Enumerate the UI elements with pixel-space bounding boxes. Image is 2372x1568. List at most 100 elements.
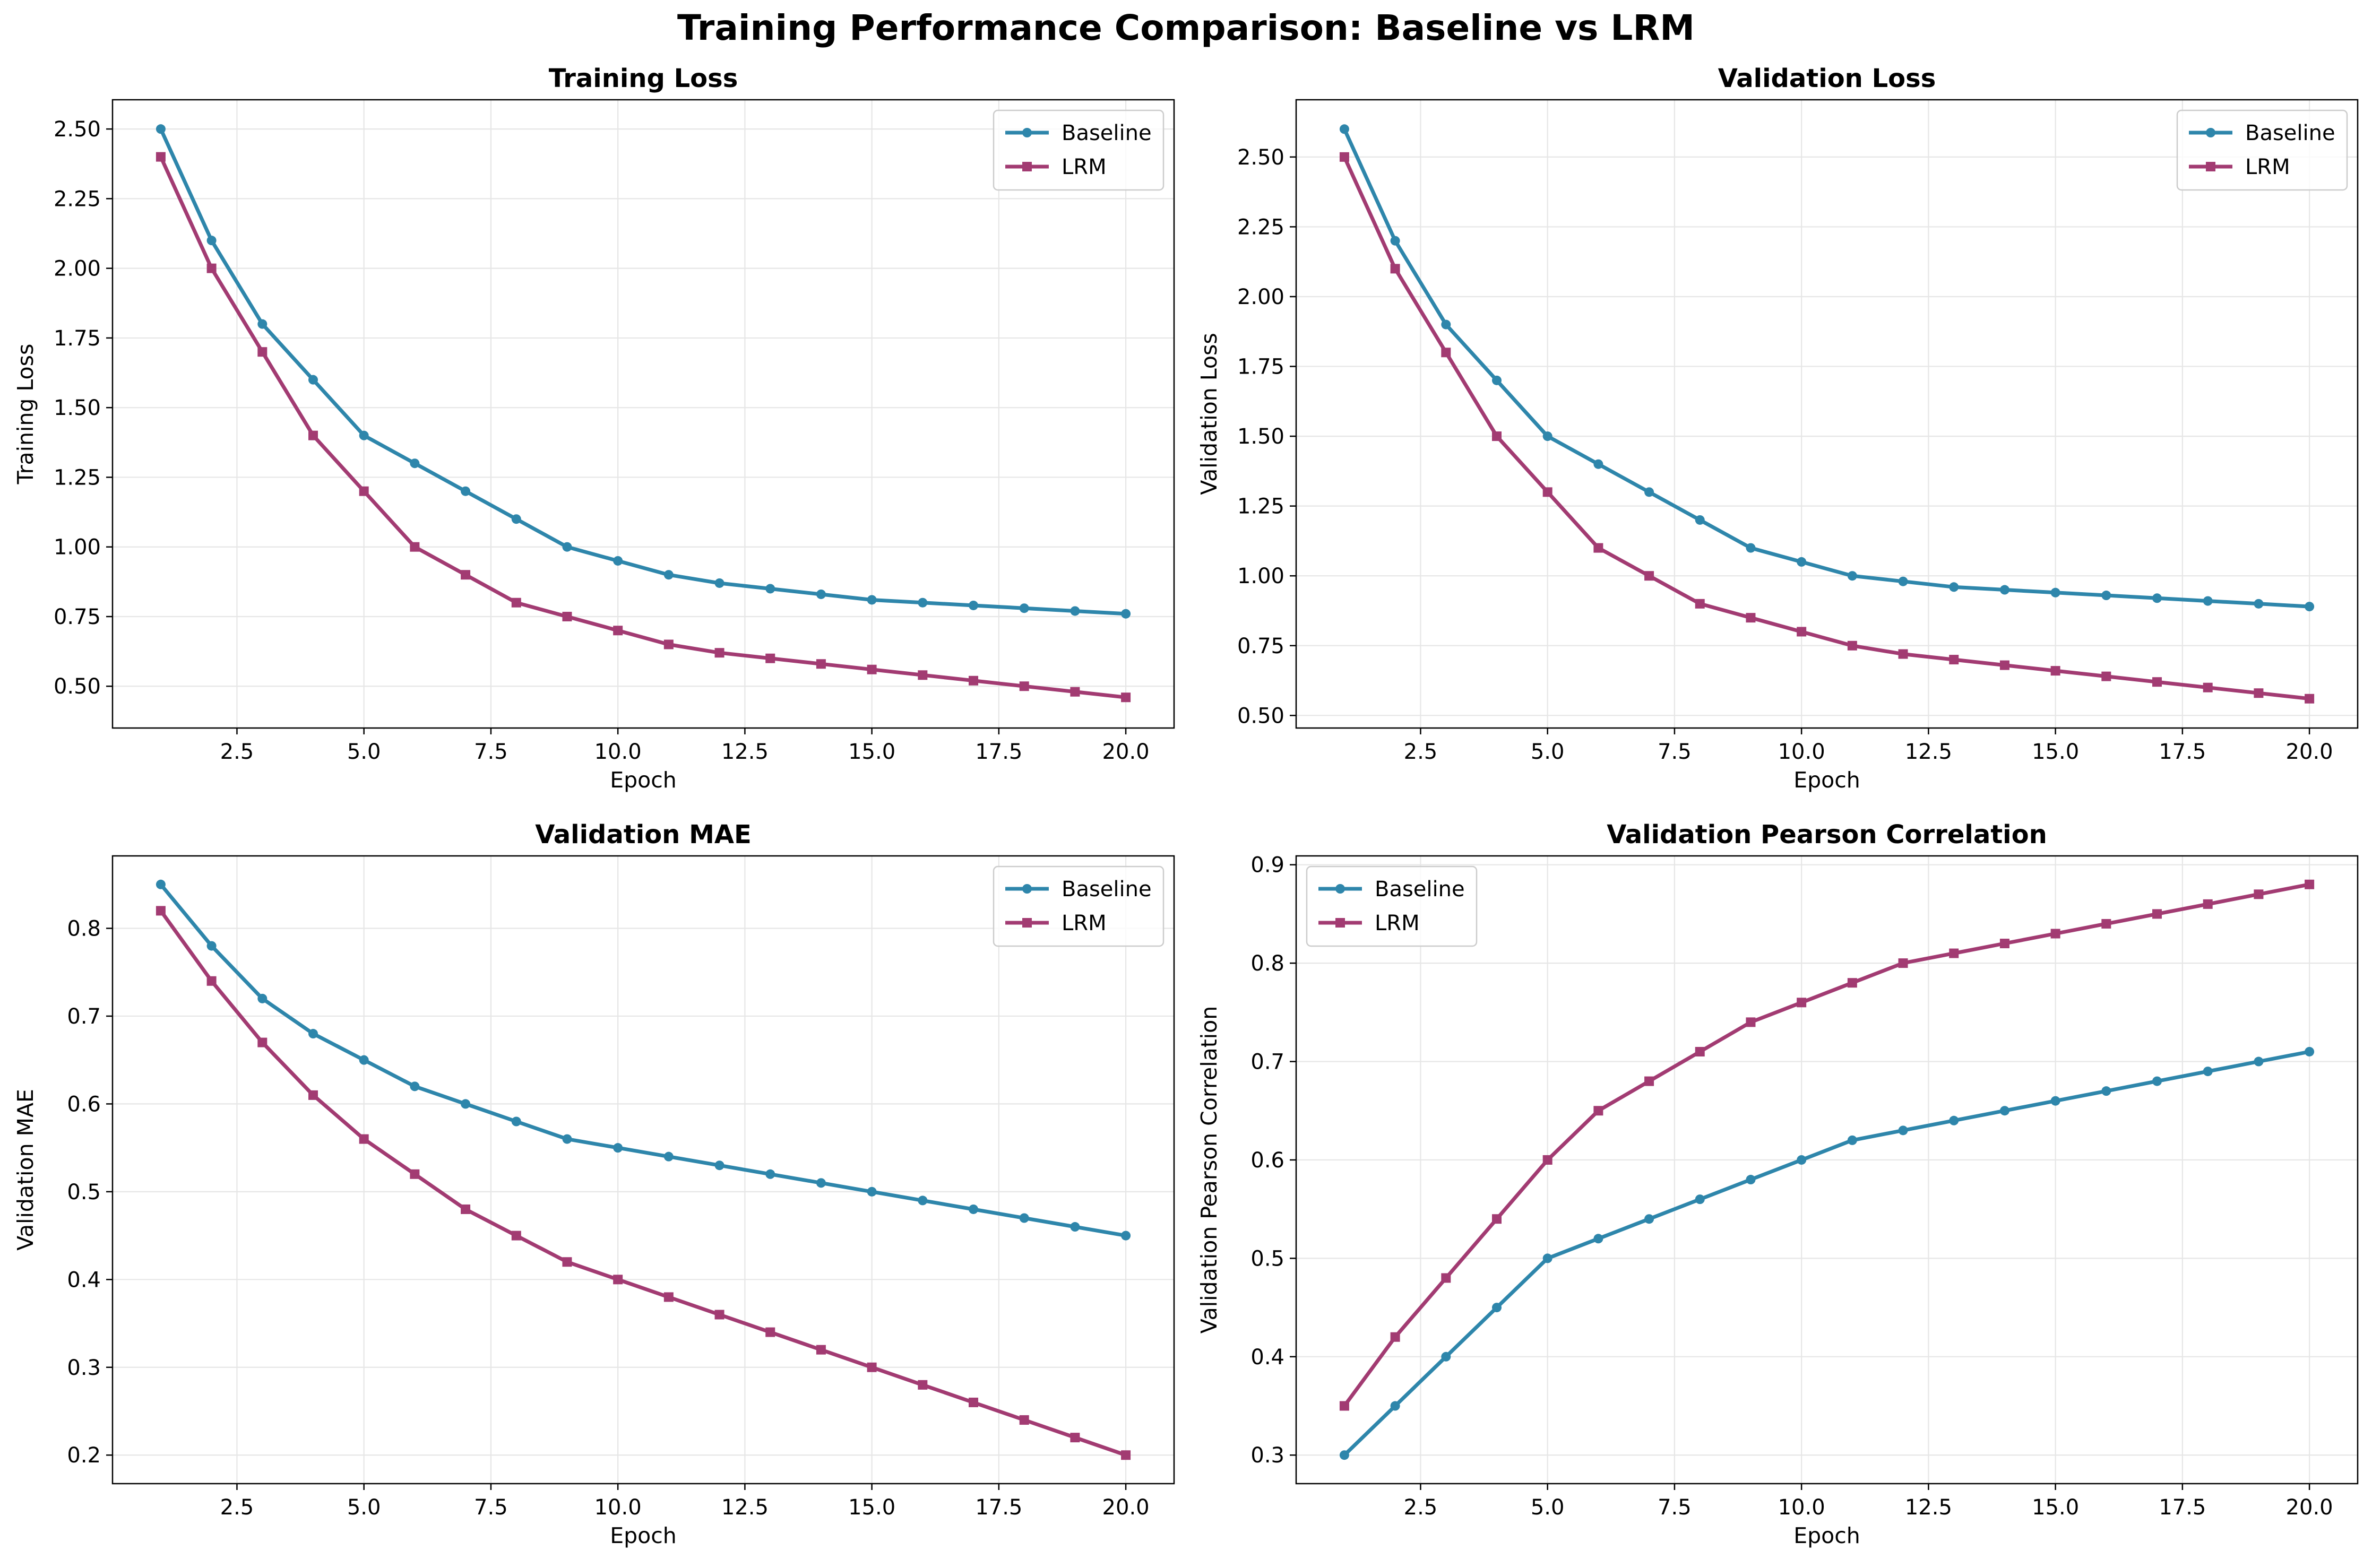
data-point-baseline xyxy=(1390,236,1400,246)
data-point-lrm xyxy=(1847,640,1857,651)
data-point-baseline xyxy=(1019,603,1029,613)
y-tick-label: 0.75 xyxy=(54,605,101,629)
data-point-lrm xyxy=(410,1169,420,1179)
data-point-baseline xyxy=(663,570,674,580)
legend-label-lrm: LRM xyxy=(1062,911,1107,935)
data-point-baseline xyxy=(2203,1067,2213,1077)
data-point-lrm xyxy=(2305,879,2315,889)
legend-marker-baseline xyxy=(2206,128,2215,137)
legend: Baseline LRM xyxy=(1306,865,1478,947)
y-tick-label: 0.7 xyxy=(1250,1050,1284,1075)
y-tick-label: 0.8 xyxy=(67,917,101,941)
data-point-baseline xyxy=(1949,582,1959,592)
data-point-baseline xyxy=(1070,606,1080,616)
x-tick-label: 20.0 xyxy=(2286,740,2333,764)
data-point-lrm xyxy=(1949,655,1959,665)
x-tick-label: 15.0 xyxy=(848,1495,895,1520)
data-point-lrm xyxy=(2050,666,2060,676)
data-point-baseline xyxy=(156,879,166,889)
data-point-lrm xyxy=(1542,487,1552,497)
data-point-lrm xyxy=(1121,1450,1131,1460)
axes-frame xyxy=(111,99,1175,729)
data-point-lrm xyxy=(1644,571,1654,581)
data-point-baseline xyxy=(969,1204,979,1214)
x-tick-label: 5.0 xyxy=(1531,740,1565,764)
data-point-lrm xyxy=(1746,613,1756,623)
data-point-lrm xyxy=(2152,909,2162,919)
data-point-baseline xyxy=(1847,1135,1857,1145)
legend-label-baseline: Baseline xyxy=(1062,121,1152,145)
data-point-baseline xyxy=(918,1196,928,1206)
x-tick-label: 20.0 xyxy=(2286,1495,2333,1520)
data-point-lrm xyxy=(308,1090,318,1100)
y-tick-label: 0.4 xyxy=(1250,1345,1284,1370)
y-tick-label: 0.3 xyxy=(67,1356,101,1380)
legend-marker-lrm xyxy=(1022,162,1032,171)
data-point-baseline xyxy=(2305,602,2315,612)
y-tick-label: 2.00 xyxy=(1237,285,1284,309)
x-tick-label: 7.5 xyxy=(474,740,508,764)
data-point-baseline xyxy=(867,1186,877,1197)
y-axis-label: Training Loss xyxy=(13,344,38,485)
data-point-lrm xyxy=(1695,599,1705,609)
data-point-lrm xyxy=(1593,543,1603,553)
series-line-baseline xyxy=(1342,1050,2311,1457)
x-tick-label: 15.0 xyxy=(2032,1495,2079,1520)
y-tick-label: 0.7 xyxy=(67,1004,101,1029)
x-tick-label: 2.5 xyxy=(1404,1495,1438,1520)
x-tick-label: 2.5 xyxy=(220,1495,254,1520)
data-point-baseline xyxy=(2101,591,2111,601)
chart-title: Training Loss xyxy=(549,64,738,93)
data-point-lrm xyxy=(2254,889,2264,899)
y-tick-label: 2.50 xyxy=(1237,145,1284,170)
data-point-lrm xyxy=(257,1037,268,1047)
legend-label-lrm: LRM xyxy=(1062,155,1107,179)
data-point-lrm xyxy=(1999,939,2009,949)
y-tick-label: 1.75 xyxy=(1237,355,1284,379)
data-point-lrm xyxy=(969,675,979,686)
data-point-lrm xyxy=(1949,948,1959,958)
data-point-lrm xyxy=(2305,694,2315,704)
data-point-lrm xyxy=(359,1134,369,1144)
y-tick-label: 0.2 xyxy=(67,1443,101,1468)
x-axis-label: Epoch xyxy=(1793,767,1860,793)
data-point-lrm xyxy=(2203,899,2213,909)
data-point-lrm xyxy=(461,1204,471,1214)
x-tick-label: 5.0 xyxy=(347,1495,381,1520)
legend-frame xyxy=(993,109,1165,191)
data-point-lrm xyxy=(1441,1273,1451,1283)
data-point-baseline xyxy=(1390,1401,1400,1411)
series-line-lrm xyxy=(1342,882,2311,1408)
data-point-baseline xyxy=(359,430,369,440)
legend-marker-lrm xyxy=(1335,918,1345,928)
legend-label-lrm: LRM xyxy=(1375,911,1420,935)
data-point-lrm xyxy=(1121,692,1131,703)
x-tick-label: 7.5 xyxy=(1658,740,1692,764)
x-tick-label: 7.5 xyxy=(1658,1495,1692,1520)
x-tick-label: 15.0 xyxy=(848,740,895,764)
y-tick-label: 0.6 xyxy=(1250,1148,1284,1173)
data-point-lrm xyxy=(1695,1046,1705,1056)
x-tick-label: 12.5 xyxy=(1905,1495,1952,1520)
series-line-baseline xyxy=(1342,127,2311,609)
legend-marker-baseline xyxy=(1022,128,1032,137)
data-point-baseline xyxy=(2152,593,2162,603)
data-point-lrm xyxy=(1746,1017,1756,1027)
chart-validation-pearson-correlation: 2.5 5.0 7.5 10.0 12.5 15.0 17.5 20.0 0.3 0.4 0.5 0.… xyxy=(1196,820,2359,1548)
data-point-baseline xyxy=(1070,1222,1080,1232)
y-tick-label: 0.5 xyxy=(67,1180,101,1205)
axes-frame xyxy=(1295,855,2359,1485)
y-tick-label: 1.00 xyxy=(54,535,101,560)
data-point-lrm xyxy=(1644,1076,1654,1086)
data-point-baseline xyxy=(714,1160,724,1171)
x-tick-label: 20.0 xyxy=(1102,740,1150,764)
x-tick-label: 5.0 xyxy=(347,740,381,764)
data-point-baseline xyxy=(1339,1450,1349,1460)
data-point-lrm xyxy=(359,486,369,496)
y-axis-label: Validation Pearson Correlation xyxy=(1196,1006,1222,1334)
y-axis-label: Validation Loss xyxy=(1196,333,1222,495)
x-tick-label: 5.0 xyxy=(1531,1495,1565,1520)
data-point-lrm xyxy=(714,1310,724,1320)
data-point-lrm xyxy=(2050,929,2060,939)
y-tick-label: 1.25 xyxy=(54,465,101,490)
